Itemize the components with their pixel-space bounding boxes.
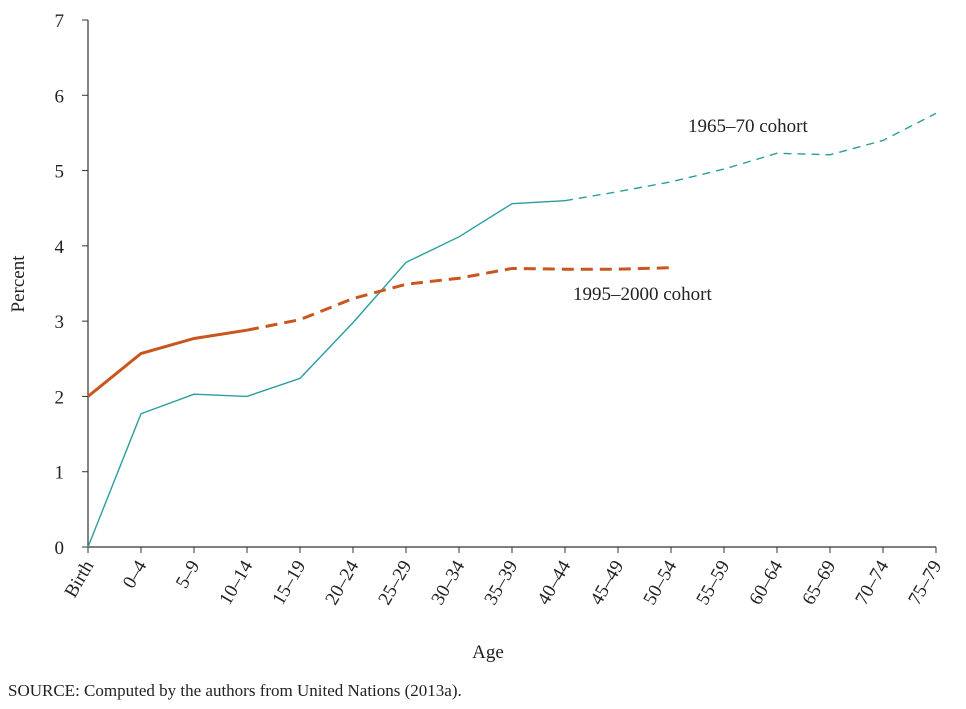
y-tick-label: 0 (55, 538, 65, 559)
series-line (564, 112, 937, 202)
x-tick-label: Birth (61, 557, 99, 602)
y-tick-label: 6 (55, 86, 65, 107)
x-tick-label: 10–14 (215, 557, 257, 609)
x-tick-label: 20–24 (321, 557, 363, 609)
x-tick-label: 25–29 (374, 557, 416, 609)
series-line (246, 266, 672, 332)
source-note: SOURCE: Computed by the authors from Uni… (8, 681, 462, 700)
y-tick-label: 5 (55, 162, 65, 183)
x-tick-label: 40–44 (533, 557, 575, 609)
x-tick-label: 70–74 (851, 557, 893, 609)
x-tick-label: 5–9 (172, 557, 204, 592)
x-tick-label: 55–59 (692, 557, 734, 609)
y-tick-label: 7 (55, 11, 65, 32)
y-tick-label: 2 (55, 387, 65, 408)
y-tick-label: 4 (55, 237, 65, 258)
x-tick-label: 30–34 (427, 557, 469, 609)
y-tick-label: 3 (55, 312, 65, 333)
x-tick-label: 15–19 (268, 557, 310, 609)
x-tick-label: 45–49 (586, 557, 628, 609)
series-label: 1995–2000 cohort (573, 284, 713, 305)
x-axis-label: Age (472, 642, 504, 663)
series-label: 1965–70 cohort (688, 116, 809, 137)
x-tick-label: 60–64 (745, 557, 787, 609)
x-tick-label: 65–69 (798, 557, 840, 609)
x-tick-label: 35–39 (480, 557, 522, 609)
x-tick-label: 75–79 (904, 557, 946, 609)
y-tick-label: 1 (55, 463, 65, 484)
x-tick-label: 50–54 (639, 557, 681, 609)
series-line (87, 199, 566, 548)
x-tick-label: 0–4 (119, 557, 152, 593)
y-axis-label: Percent (8, 255, 29, 313)
series-line (87, 328, 248, 398)
